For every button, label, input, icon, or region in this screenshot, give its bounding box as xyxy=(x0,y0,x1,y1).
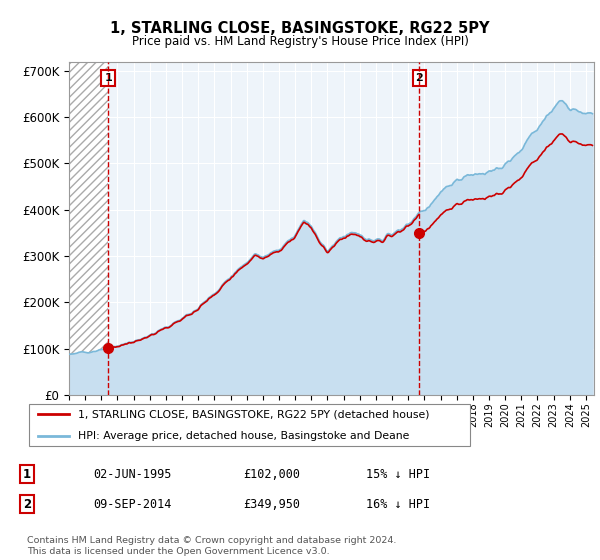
Text: 15% ↓ HPI: 15% ↓ HPI xyxy=(366,468,430,481)
Text: 2: 2 xyxy=(23,497,31,511)
Text: Price paid vs. HM Land Registry's House Price Index (HPI): Price paid vs. HM Land Registry's House … xyxy=(131,35,469,48)
Text: Contains HM Land Registry data © Crown copyright and database right 2024.
This d: Contains HM Land Registry data © Crown c… xyxy=(27,536,397,556)
Text: 1: 1 xyxy=(23,468,31,481)
Text: £349,950: £349,950 xyxy=(243,497,300,511)
Text: 02-JUN-1995: 02-JUN-1995 xyxy=(93,468,172,481)
Text: 1: 1 xyxy=(104,73,112,83)
Text: 2: 2 xyxy=(416,73,423,83)
Text: 1, STARLING CLOSE, BASINGSTOKE, RG22 5PY (detached house): 1, STARLING CLOSE, BASINGSTOKE, RG22 5PY… xyxy=(78,409,430,419)
Text: 1, STARLING CLOSE, BASINGSTOKE, RG22 5PY: 1, STARLING CLOSE, BASINGSTOKE, RG22 5PY xyxy=(110,21,490,36)
Text: 09-SEP-2014: 09-SEP-2014 xyxy=(93,497,172,511)
FancyBboxPatch shape xyxy=(29,404,470,446)
Bar xyxy=(69,62,108,395)
Text: 16% ↓ HPI: 16% ↓ HPI xyxy=(366,497,430,511)
Text: HPI: Average price, detached house, Basingstoke and Deane: HPI: Average price, detached house, Basi… xyxy=(78,431,409,441)
Text: £102,000: £102,000 xyxy=(243,468,300,481)
